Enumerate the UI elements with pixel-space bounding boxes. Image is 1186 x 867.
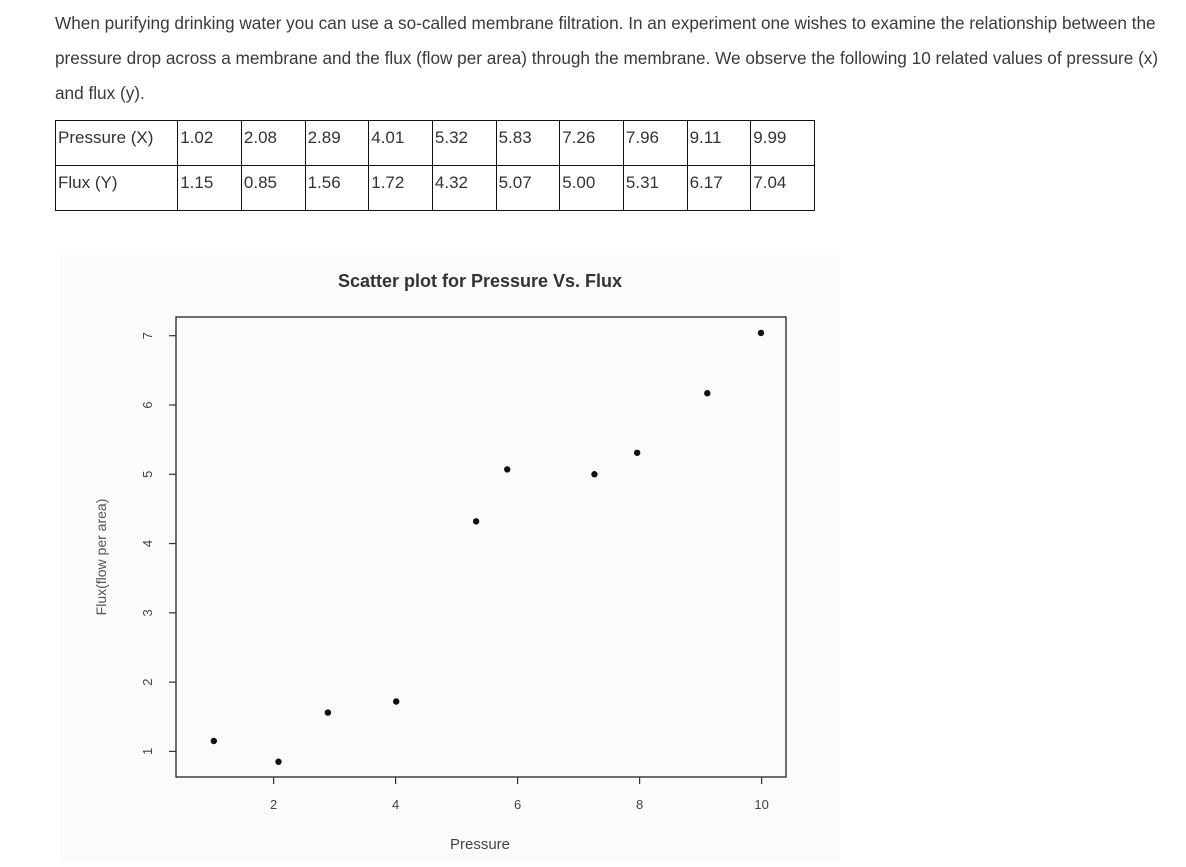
- flux-cell: 5.31: [622, 165, 688, 211]
- flux-cell: 1.15: [177, 165, 242, 211]
- x-axis: 2 4 6 8 10: [270, 777, 769, 812]
- y-axis: 1 2 3 4 5 6 7: [140, 332, 176, 755]
- flux-cell: 6.17: [686, 165, 752, 211]
- scatter-plot-svg: Scatter plot for Pressure Vs. Flux 1 2 3 4 5…: [93, 271, 787, 853]
- data-point: [393, 698, 400, 705]
- flux-cell: 7.04: [750, 165, 815, 211]
- pressure-cell: 2.89: [304, 120, 370, 166]
- flux-cell: 5.00: [559, 165, 624, 211]
- x-tick-label: 4: [392, 797, 399, 812]
- data-point: [633, 449, 641, 456]
- data-point: [275, 758, 282, 765]
- flux-cell: 1.56: [304, 165, 370, 211]
- x-tick-label: 10: [754, 797, 768, 812]
- data-point: [704, 390, 711, 397]
- flux-cell: 5.07: [495, 165, 561, 211]
- pressure-cell: 9.11: [686, 120, 752, 166]
- pressure-cell: 1.02: [177, 120, 242, 166]
- flux-cell: 0.85: [240, 165, 306, 211]
- chart-title: Scatter plot for Pressure Vs. Flux: [338, 271, 622, 291]
- row-header-flux: Flux (Y): [54, 165, 179, 211]
- problem-intro-text: When purifying drinking water you can us…: [55, 13, 1159, 103]
- pressure-cell: 7.26: [559, 120, 624, 166]
- pressure-cell: 2.08: [240, 120, 306, 166]
- data-point: [504, 466, 511, 473]
- scatter-chart: Scatter plot for Pressure Vs. Flux 1 2 3 4 5…: [60, 255, 840, 862]
- row-header-pressure: Pressure (X): [54, 120, 179, 166]
- pressure-cell: 5.83: [495, 120, 561, 166]
- y-axis-label: Flux(flow per area): [93, 499, 109, 616]
- y-tick-label: 2: [140, 678, 155, 685]
- y-tick-label: 7: [140, 332, 155, 339]
- y-tick-label: 5: [140, 471, 155, 478]
- pressure-cell: 5.32: [431, 120, 497, 166]
- table-row-pressure: Pressure (X) 1.02 2.08 2.89 4.01 5.32 5.…: [54, 120, 815, 166]
- x-axis-label: Pressure: [450, 836, 510, 853]
- y-tick-label: 3: [140, 609, 155, 616]
- y-tick-label: 6: [140, 401, 155, 408]
- y-tick-label: 4: [140, 540, 155, 547]
- pressure-cell: 9.99: [750, 120, 815, 166]
- table-row-flux: Flux (Y) 1.15 0.85 1.56 1.72 4.32 5.07 5…: [54, 165, 815, 211]
- data-point: [591, 471, 598, 478]
- data-point: [757, 329, 765, 337]
- observations-table: Pressure (X) 1.02 2.08 2.89 4.01 5.32 5.…: [54, 120, 815, 211]
- data-point: [324, 709, 332, 716]
- x-tick-label: 8: [636, 797, 643, 812]
- data-point: [210, 737, 218, 745]
- flux-cell: 4.32: [431, 165, 497, 211]
- x-tick-label: 6: [514, 797, 521, 812]
- plot-frame: [175, 316, 787, 778]
- data-point: [472, 518, 480, 525]
- scatter-points: [210, 329, 765, 765]
- flux-cell: 1.72: [368, 165, 433, 211]
- pressure-cell: 4.01: [368, 120, 433, 166]
- pressure-cell: 7.96: [622, 120, 688, 166]
- y-tick-label: 1: [140, 748, 155, 755]
- x-tick-label: 2: [270, 797, 277, 812]
